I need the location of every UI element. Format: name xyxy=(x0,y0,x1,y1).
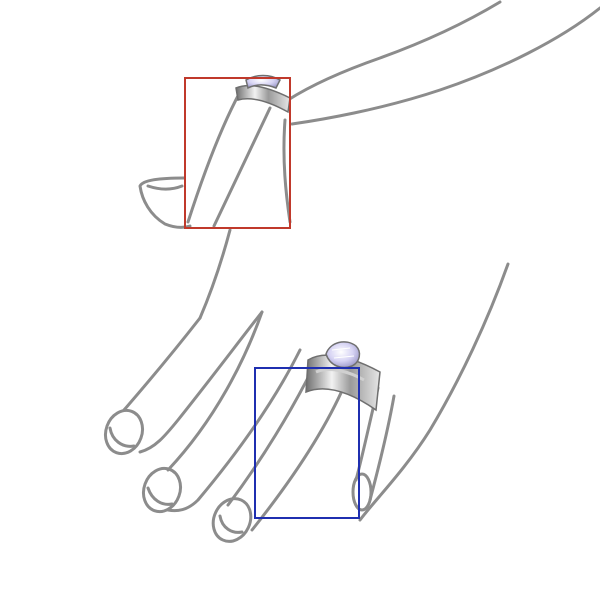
middle-fingertip xyxy=(141,466,183,514)
arm-outline-upper xyxy=(286,0,502,102)
ring-fingertip xyxy=(211,497,253,543)
upper-ring xyxy=(235,74,291,114)
index-nail xyxy=(108,426,136,448)
upper-finger-edge xyxy=(282,118,292,224)
ring-finger-right xyxy=(250,382,347,532)
thumb-tip xyxy=(138,176,192,229)
arm-outline-lower xyxy=(290,6,600,126)
thumb-nail xyxy=(146,184,184,191)
ring-nail xyxy=(218,514,244,534)
upper-finger-right xyxy=(212,106,272,228)
index-fingertip xyxy=(103,408,145,456)
palm-left-edge xyxy=(198,228,232,320)
middle-finger-top xyxy=(166,310,264,472)
palm-right-edge xyxy=(358,262,510,522)
main-ring xyxy=(305,341,381,412)
little-fingertip xyxy=(351,472,373,512)
middle-finger-bottom xyxy=(166,348,302,513)
index-finger-top xyxy=(122,316,202,412)
upper-finger-left xyxy=(186,90,242,224)
ring-finger-left xyxy=(226,364,316,507)
middle-nail xyxy=(146,486,174,506)
index-finger-bottom xyxy=(138,310,264,454)
little-finger-right xyxy=(368,394,396,502)
